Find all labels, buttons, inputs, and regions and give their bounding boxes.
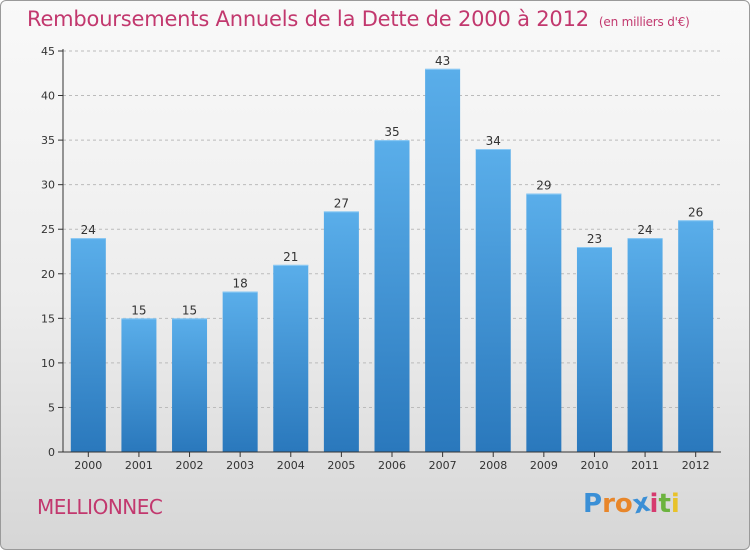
x-tick-label-2001: 2001: [125, 459, 153, 472]
chart-unit-note: (en milliers d'€): [598, 15, 690, 29]
bar-2004: [273, 264, 309, 452]
bar-2007: [425, 68, 461, 453]
bar-2005: [323, 211, 359, 452]
y-tick-label: 15: [41, 312, 55, 325]
labels: 0 5 10 15 20 25 30 35 40 45 24 2000 15 2001 15 2002 18 20…: [41, 45, 710, 472]
x-tick-label-2010: 2010: [580, 459, 608, 472]
data-label-2011: 24: [637, 223, 652, 237]
proxiti-logo: Proxiti: [583, 488, 680, 521]
data-label-2001: 15: [131, 303, 146, 317]
y-tick-label: 5: [48, 401, 55, 414]
x-tick-label-2005: 2005: [327, 459, 355, 472]
y-tick-label: 25: [41, 223, 55, 236]
bar-2009: [526, 193, 562, 453]
data-label-2005: 27: [334, 196, 349, 210]
bar-2001: [121, 318, 157, 452]
bars: [70, 68, 714, 453]
chart-title-text: Remboursements Annuels de la Dette de 20…: [27, 7, 589, 31]
x-tick-label-2004: 2004: [277, 459, 305, 472]
data-label-2008: 34: [486, 134, 501, 148]
logo-letter: i: [670, 489, 680, 519]
x-tick-label-2000: 2000: [74, 459, 102, 472]
bar-2006: [374, 140, 410, 452]
y-tick-label: 20: [41, 268, 55, 281]
data-label-2006: 35: [384, 125, 399, 139]
data-label-2004: 21: [283, 250, 298, 264]
x-tick-label-2012: 2012: [682, 459, 710, 472]
logo-letter: o: [614, 489, 633, 519]
bar-2000: [70, 238, 106, 452]
y-tick-label: 35: [41, 134, 55, 147]
data-label-2002: 15: [182, 303, 197, 317]
y-tick-label: 40: [41, 90, 55, 103]
logo-letter: r: [602, 489, 615, 519]
bar-2002: [172, 318, 208, 452]
bar-2008: [475, 149, 511, 452]
x-tick-label-2011: 2011: [631, 459, 659, 472]
y-tick-label: 10: [41, 357, 55, 370]
y-tick-label: 0: [48, 446, 55, 459]
data-label-2010: 23: [587, 232, 602, 246]
bar-2011: [627, 238, 663, 452]
logo-letter: t: [658, 489, 671, 519]
x-tick-label-2002: 2002: [176, 459, 204, 472]
data-label-2012: 26: [688, 205, 703, 219]
x-tick-label-2003: 2003: [226, 459, 254, 472]
x-tick-label-2008: 2008: [479, 459, 507, 472]
y-tick-label: 30: [41, 179, 55, 192]
x-tick-label-2007: 2007: [429, 459, 457, 472]
bar-2012: [678, 220, 714, 452]
bar-2003: [222, 291, 258, 452]
x-tick-label-2009: 2009: [530, 459, 558, 472]
y-tick-label: 45: [41, 45, 55, 58]
data-label-2009: 29: [536, 179, 551, 193]
data-label-2000: 24: [81, 223, 96, 237]
data-label-2003: 18: [233, 277, 248, 291]
city-name: MELLIONNEC: [37, 495, 163, 519]
chart-title: Remboursements Annuels de la Dette de 20…: [27, 7, 690, 31]
data-label-2007: 43: [435, 54, 450, 68]
x-tick-label-2006: 2006: [378, 459, 406, 472]
axes: [58, 49, 721, 457]
bar-2010: [576, 247, 612, 452]
logo-letter: i: [649, 489, 659, 519]
logo-letter: P: [583, 489, 603, 519]
